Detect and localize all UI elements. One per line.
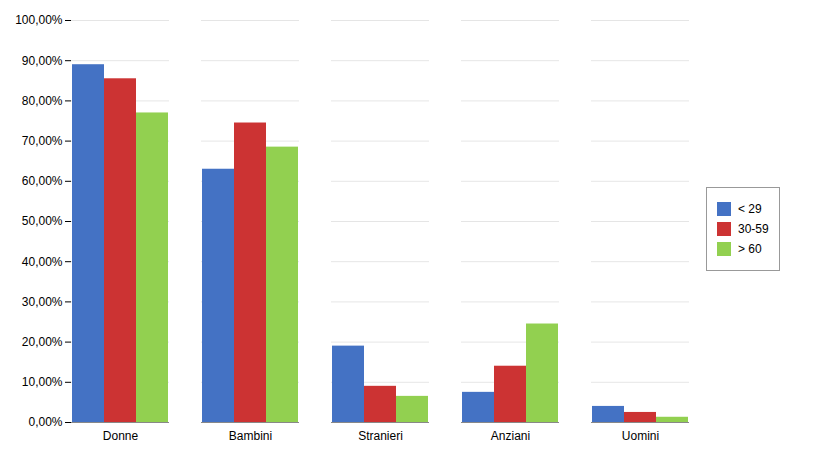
svg-text:Uomini: Uomini	[622, 429, 659, 443]
html-text:> 60: > 60	[738, 241, 762, 256]
svg-text:Donne: Donne	[103, 429, 139, 443]
svg-text:60,00%: 60,00%	[22, 174, 63, 188]
svg-text:Bambini: Bambini	[229, 429, 272, 443]
svg-text:100,00%: 100,00%	[15, 13, 63, 27]
svg-text:30,00%: 30,00%	[22, 295, 63, 309]
svg-text:10,00%: 10,00%	[22, 375, 63, 389]
svg-text:40,00%: 40,00%	[22, 255, 63, 269]
svg-text:0,00%: 0,00%	[28, 415, 62, 429]
html-text:30-59: 30-59	[738, 221, 769, 236]
svg-text:Stranieri: Stranieri	[358, 429, 403, 443]
svg-text:20,00%: 20,00%	[22, 335, 63, 349]
svg-text:90,00%: 90,00%	[22, 54, 63, 68]
svg-text:70,00%: 70,00%	[22, 134, 63, 148]
svg-text:Anziani: Anziani	[491, 429, 530, 443]
svg-text:50,00%: 50,00%	[22, 214, 63, 228]
svg-text:80,00%: 80,00%	[22, 94, 63, 108]
html-text:< 29: < 29	[738, 201, 762, 216]
